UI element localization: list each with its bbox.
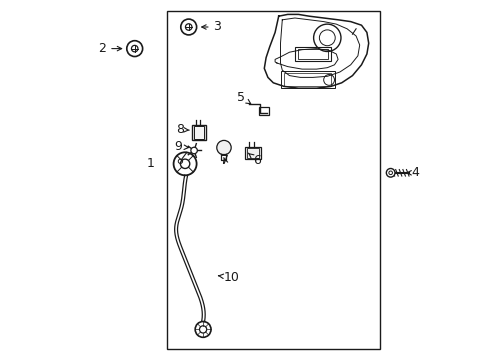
Bar: [259, 107, 268, 115]
Text: 4: 4: [405, 166, 419, 179]
Bar: [246, 148, 259, 158]
Text: 10: 10: [218, 271, 239, 284]
Text: 6: 6: [248, 153, 261, 167]
Circle shape: [386, 168, 394, 177]
Circle shape: [190, 147, 197, 154]
Text: 7: 7: [220, 154, 228, 167]
Bar: [280, 71, 334, 88]
Bar: [244, 147, 261, 159]
Circle shape: [216, 140, 231, 155]
Bar: [284, 73, 330, 86]
Text: 1: 1: [146, 157, 154, 170]
Bar: [194, 126, 204, 139]
Text: 9: 9: [174, 140, 188, 153]
Text: 5: 5: [236, 91, 250, 104]
Text: 8: 8: [175, 123, 189, 136]
Text: 3: 3: [202, 21, 221, 33]
Text: 2: 2: [98, 42, 122, 55]
Bar: [297, 49, 327, 59]
Bar: [192, 125, 205, 140]
Bar: [294, 47, 330, 61]
